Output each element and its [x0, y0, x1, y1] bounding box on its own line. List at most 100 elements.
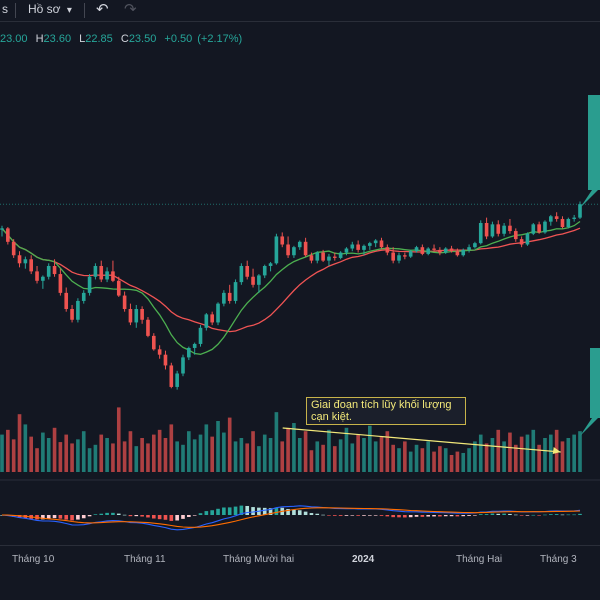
candle-body	[519, 239, 524, 245]
candle-body	[227, 292, 232, 301]
macd-histogram-bar	[239, 505, 244, 515]
low-label: L	[79, 33, 86, 45]
candle-body	[297, 241, 302, 248]
candle-body	[122, 295, 127, 309]
macd-signal-line	[1, 507, 581, 528]
candle-body	[578, 204, 582, 218]
volume-bar	[537, 444, 541, 472]
undo-icon[interactable]: ↶	[96, 1, 109, 18]
macd-histogram-bar	[76, 515, 80, 520]
candle-body	[385, 247, 390, 253]
volume-bar	[484, 443, 489, 472]
volume-bar	[455, 451, 460, 472]
macd-histogram-bar	[274, 507, 279, 515]
volume-bar	[525, 434, 530, 472]
macd-histogram-bar	[181, 515, 185, 519]
annotation-note[interactable]: Giai đoạn tích lũy khối lượng cạn kiệt.	[306, 397, 466, 425]
volume-bar	[6, 429, 10, 472]
macd-histogram-bar	[426, 515, 431, 517]
volume-bar	[543, 438, 547, 472]
macd-histogram-bar	[490, 513, 495, 515]
macd-histogram-bar	[467, 515, 471, 516]
toolbar-partial-label[interactable]: s	[2, 2, 8, 16]
macd-histogram-bar	[222, 507, 226, 515]
candle-body	[368, 243, 372, 246]
volume-bar	[87, 448, 92, 472]
volume-bar	[239, 438, 244, 472]
macd-histogram-bar	[403, 515, 407, 518]
candle-body	[11, 241, 16, 256]
candle-body	[420, 247, 425, 254]
macd-histogram-bar	[233, 506, 238, 515]
candle-body	[292, 247, 296, 256]
volume-bar	[70, 443, 74, 472]
volume-bar	[93, 444, 98, 472]
ohlc-legend: 23.00 H23.60 L22.85 C23.50 +0.50 (+2.17%)	[0, 33, 247, 47]
candle-body	[204, 314, 209, 328]
candle-body	[70, 309, 74, 320]
macd-histogram-bar	[455, 515, 460, 517]
toolbar-divider	[15, 3, 16, 18]
macd-histogram-bar	[566, 514, 571, 516]
macd-histogram-bar	[297, 510, 302, 515]
candle-body	[99, 266, 104, 280]
change-value: +0.50	[164, 33, 193, 45]
macd-histogram-bar	[87, 515, 92, 517]
volume-bar	[122, 441, 127, 472]
candle-body	[315, 252, 320, 261]
macd-histogram-bar	[484, 514, 489, 515]
macd-histogram-bar	[443, 515, 448, 517]
volume-bar	[373, 441, 378, 472]
volume-bar	[58, 442, 63, 472]
candle-body	[455, 251, 460, 256]
time-axis[interactable]: Tháng 10 Tháng 11 Tháng Mười hai 2024 Th…	[0, 545, 600, 600]
volume-bar	[11, 439, 16, 472]
volume-bar	[397, 448, 401, 472]
price-chart[interactable]	[0, 0, 600, 545]
volume-bar	[17, 414, 22, 472]
macd-histogram-bar	[93, 514, 98, 515]
x-tick-label: Tháng 3	[540, 554, 577, 565]
candle-body	[151, 335, 156, 350]
volume-bar	[461, 452, 466, 472]
candle-body	[268, 263, 273, 266]
macd-histogram-bar	[449, 515, 454, 517]
volume-bar	[338, 439, 343, 472]
profile-menu-label: Hồ sơ	[28, 2, 61, 16]
candle-body	[105, 271, 109, 280]
candle-body	[222, 292, 226, 304]
macd-histogram-bar	[368, 515, 372, 516]
volume-bar	[81, 431, 86, 472]
close-value: 23.50	[128, 33, 157, 45]
volume-bar	[262, 434, 267, 472]
redo-icon[interactable]: ↷	[124, 1, 137, 18]
candle-body	[321, 252, 325, 261]
x-tick-label: Tháng Mười hai	[223, 554, 295, 565]
candle-body	[233, 282, 238, 301]
volume-bar	[169, 424, 174, 472]
candle-body	[81, 292, 86, 301]
grid-layer	[0, 203, 600, 481]
volume-bar	[52, 427, 57, 472]
volume-bar	[216, 421, 220, 472]
candle-body	[572, 217, 576, 219]
macd-histogram-bar	[204, 511, 209, 515]
candle-body	[64, 292, 69, 309]
macd-histogram-bar	[192, 515, 197, 516]
macd-histogram-bar	[338, 515, 343, 516]
volume-bar	[204, 424, 209, 472]
candle-body	[344, 248, 349, 253]
macd-histogram-bar	[350, 515, 355, 516]
macd-histogram-bar	[303, 511, 308, 515]
volume-bar	[414, 444, 419, 472]
volume-bar	[473, 441, 477, 472]
profile-menu-button[interactable]: Hồ sơ ▾	[28, 0, 72, 21]
macd-histogram-bar	[519, 515, 524, 516]
volume-bar	[187, 431, 191, 472]
candle-body	[362, 245, 366, 250]
macd-histogram-bar	[543, 514, 547, 516]
callout-bottom-right	[580, 348, 600, 436]
candle-body	[116, 280, 121, 296]
macd-histogram-bar	[344, 515, 349, 516]
candle-body	[350, 244, 355, 249]
